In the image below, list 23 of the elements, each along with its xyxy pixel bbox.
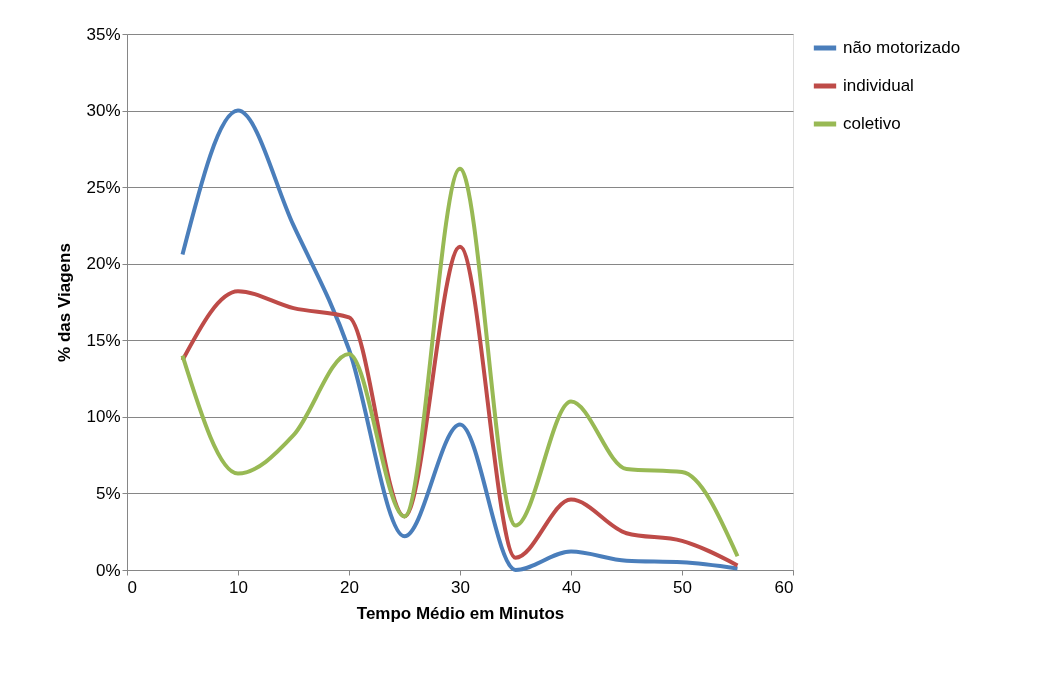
y-tick-label: 20% <box>86 254 121 274</box>
y-tick-label: 30% <box>86 101 121 121</box>
legend-label: coletivo <box>843 114 901 133</box>
x-tick-label: 0 <box>127 577 137 597</box>
legend-label: não motorizado <box>843 38 961 57</box>
y-tick-label: 10% <box>86 407 121 427</box>
line-series <box>180 108 740 572</box>
y-tick-label: 35% <box>86 24 121 44</box>
y-tick-label: 0% <box>95 560 121 580</box>
y-tick-label: 5% <box>95 483 121 503</box>
x-tick-label: 30 <box>451 577 470 597</box>
y-tick-label: 25% <box>86 177 121 197</box>
x-tick-label: 50 <box>673 577 692 597</box>
y-tick-label: 15% <box>86 330 121 350</box>
x-tick-label: 20 <box>340 577 359 597</box>
x-tick-label: 40 <box>562 577 581 597</box>
x-tick-label: 60 <box>774 577 794 597</box>
line-series <box>180 244 740 568</box>
y-axis-title: % das Viagens <box>55 243 75 362</box>
legend-label: individual <box>843 76 914 95</box>
line-series <box>180 166 740 559</box>
x-axis-title: Tempo Médio em Minutos <box>356 603 565 623</box>
x-tick-label: 10 <box>229 577 248 597</box>
